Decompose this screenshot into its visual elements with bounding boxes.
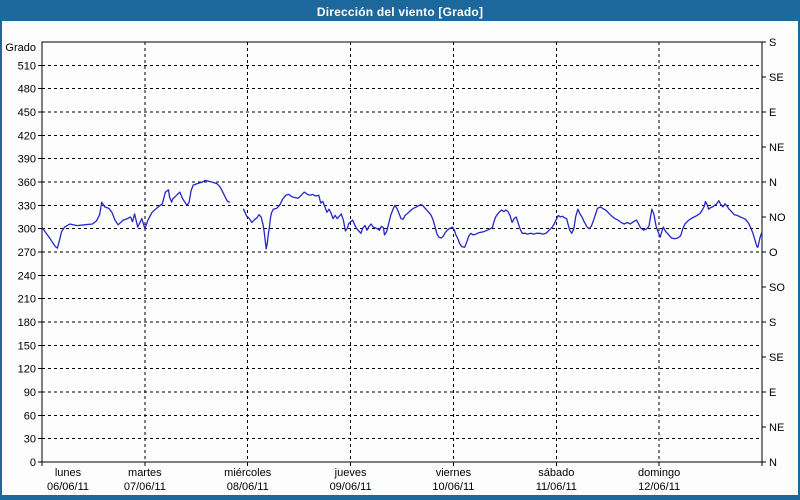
y-left-tick-label: 360 [18,177,36,189]
y-left-tick-label: 420 [18,130,36,142]
day-name-label: martes [128,467,162,479]
y-right-tick-label: NO [769,212,786,224]
day-name-label: sábado [538,467,574,479]
y-left-tick-label: 450 [18,107,36,119]
y-left-tick-label: 30 [24,434,36,446]
y-left-tick-label: 60 [24,410,36,422]
y-left-tick-label: 180 [18,317,36,329]
y-left-tick-label: 330 [18,200,36,212]
day-name-label: viernes [436,467,472,479]
day-date-label: 07/06/11 [124,481,166,493]
day-name-label: jueves [334,467,367,479]
y-right-tick-label: S [769,37,776,49]
y-right-tick-label: E [769,107,776,119]
y-right-tick-label: S [769,317,776,329]
day-date-label: 08/06/11 [227,481,269,493]
day-date-label: 11/06/11 [536,481,577,493]
day-date-label: 12/06/11 [638,481,680,493]
y-left-tick-label: 120 [18,364,36,376]
y-right-tick-label: O [769,247,778,259]
y-left-tick-label: 150 [18,340,36,352]
y-right-tick-label: N [769,177,777,189]
wind-direction-chart: 0 30 60 90 120 150 180 210 240 270 300 330 360 390 420… [5,37,786,493]
chart-title: Dirección del viento [Grado] [316,4,484,19]
y-left-tick-label: 300 [18,224,36,236]
y-left-tick-label: 270 [18,247,36,259]
day-name-label: miércoles [224,467,272,479]
y-left-tick-label: 390 [18,154,36,166]
y-left-tick-label: 0 [30,457,36,469]
day-name-label: domingo [638,467,680,479]
y-right-tick-label: SO [769,282,785,294]
y-right-tick-label: E [769,387,776,399]
day-name-label: lunes [55,467,82,479]
chart-area: 0 30 60 90 120 150 180 210 240 270 300 330 360 390 420… [2,21,798,495]
y-left-tick-label: 240 [18,270,36,282]
y-left-tick-label: 90 [24,387,36,399]
wind-direction-line [242,191,763,250]
wind-direction-line [41,179,230,249]
y-right-tick-label: N [769,457,777,469]
plot-border [41,41,763,463]
y-left-tick-label: 480 [18,84,36,96]
y-right-tick-label: NE [769,142,784,154]
day-date-label: 09/06/11 [330,481,372,493]
day-date-label: 06/06/11 [47,481,89,493]
chart-title-bar: Dirección del viento [Grado] [2,2,798,21]
y-left-tick-label: 210 [18,294,36,306]
y-right-tick-label: SE [769,352,784,364]
y-right-tick-label: NE [769,422,784,434]
y-right-tick-label: SE [769,72,784,84]
y-axis-unit-label: Grado [5,42,36,54]
y-left-tick-label: 510 [18,60,36,72]
day-date-label: 10/06/11 [432,481,474,493]
